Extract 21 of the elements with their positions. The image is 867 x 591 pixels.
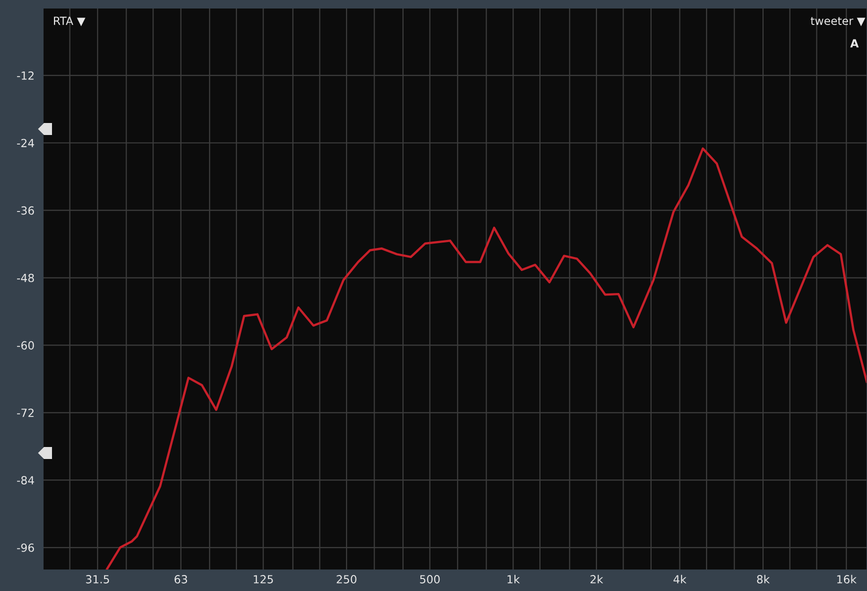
x-tick-label: 1k: [508, 574, 520, 584]
x-tick-label: 31.5: [86, 575, 109, 584]
x-tick-label: 125: [254, 575, 273, 584]
y-tick-label: -60: [17, 341, 34, 350]
x-tick-label: 4k: [674, 574, 686, 584]
annotation: tweeter ▼: [810, 17, 866, 26]
y-tick-label: -12: [17, 71, 34, 80]
x-tick-label: 2k: [590, 574, 604, 584]
x-tick-label: 16k: [837, 574, 857, 584]
x-tick-label: 63: [174, 575, 188, 584]
y-tick-label: -96: [17, 543, 34, 552]
x-tick-label: 8k: [757, 574, 770, 584]
y-tick-label: -48: [17, 274, 34, 282]
annotation: A: [850, 39, 859, 48]
y-tick-label: -24: [17, 138, 34, 148]
y-tick-label: -84: [17, 476, 34, 484]
y-tick-label: -72: [17, 408, 34, 417]
annotation: RTA ▼: [54, 16, 86, 26]
x-tick-label: 500: [420, 575, 440, 584]
x-tick-label: 250: [336, 575, 356, 584]
y-tick-label: -36: [17, 206, 34, 215]
